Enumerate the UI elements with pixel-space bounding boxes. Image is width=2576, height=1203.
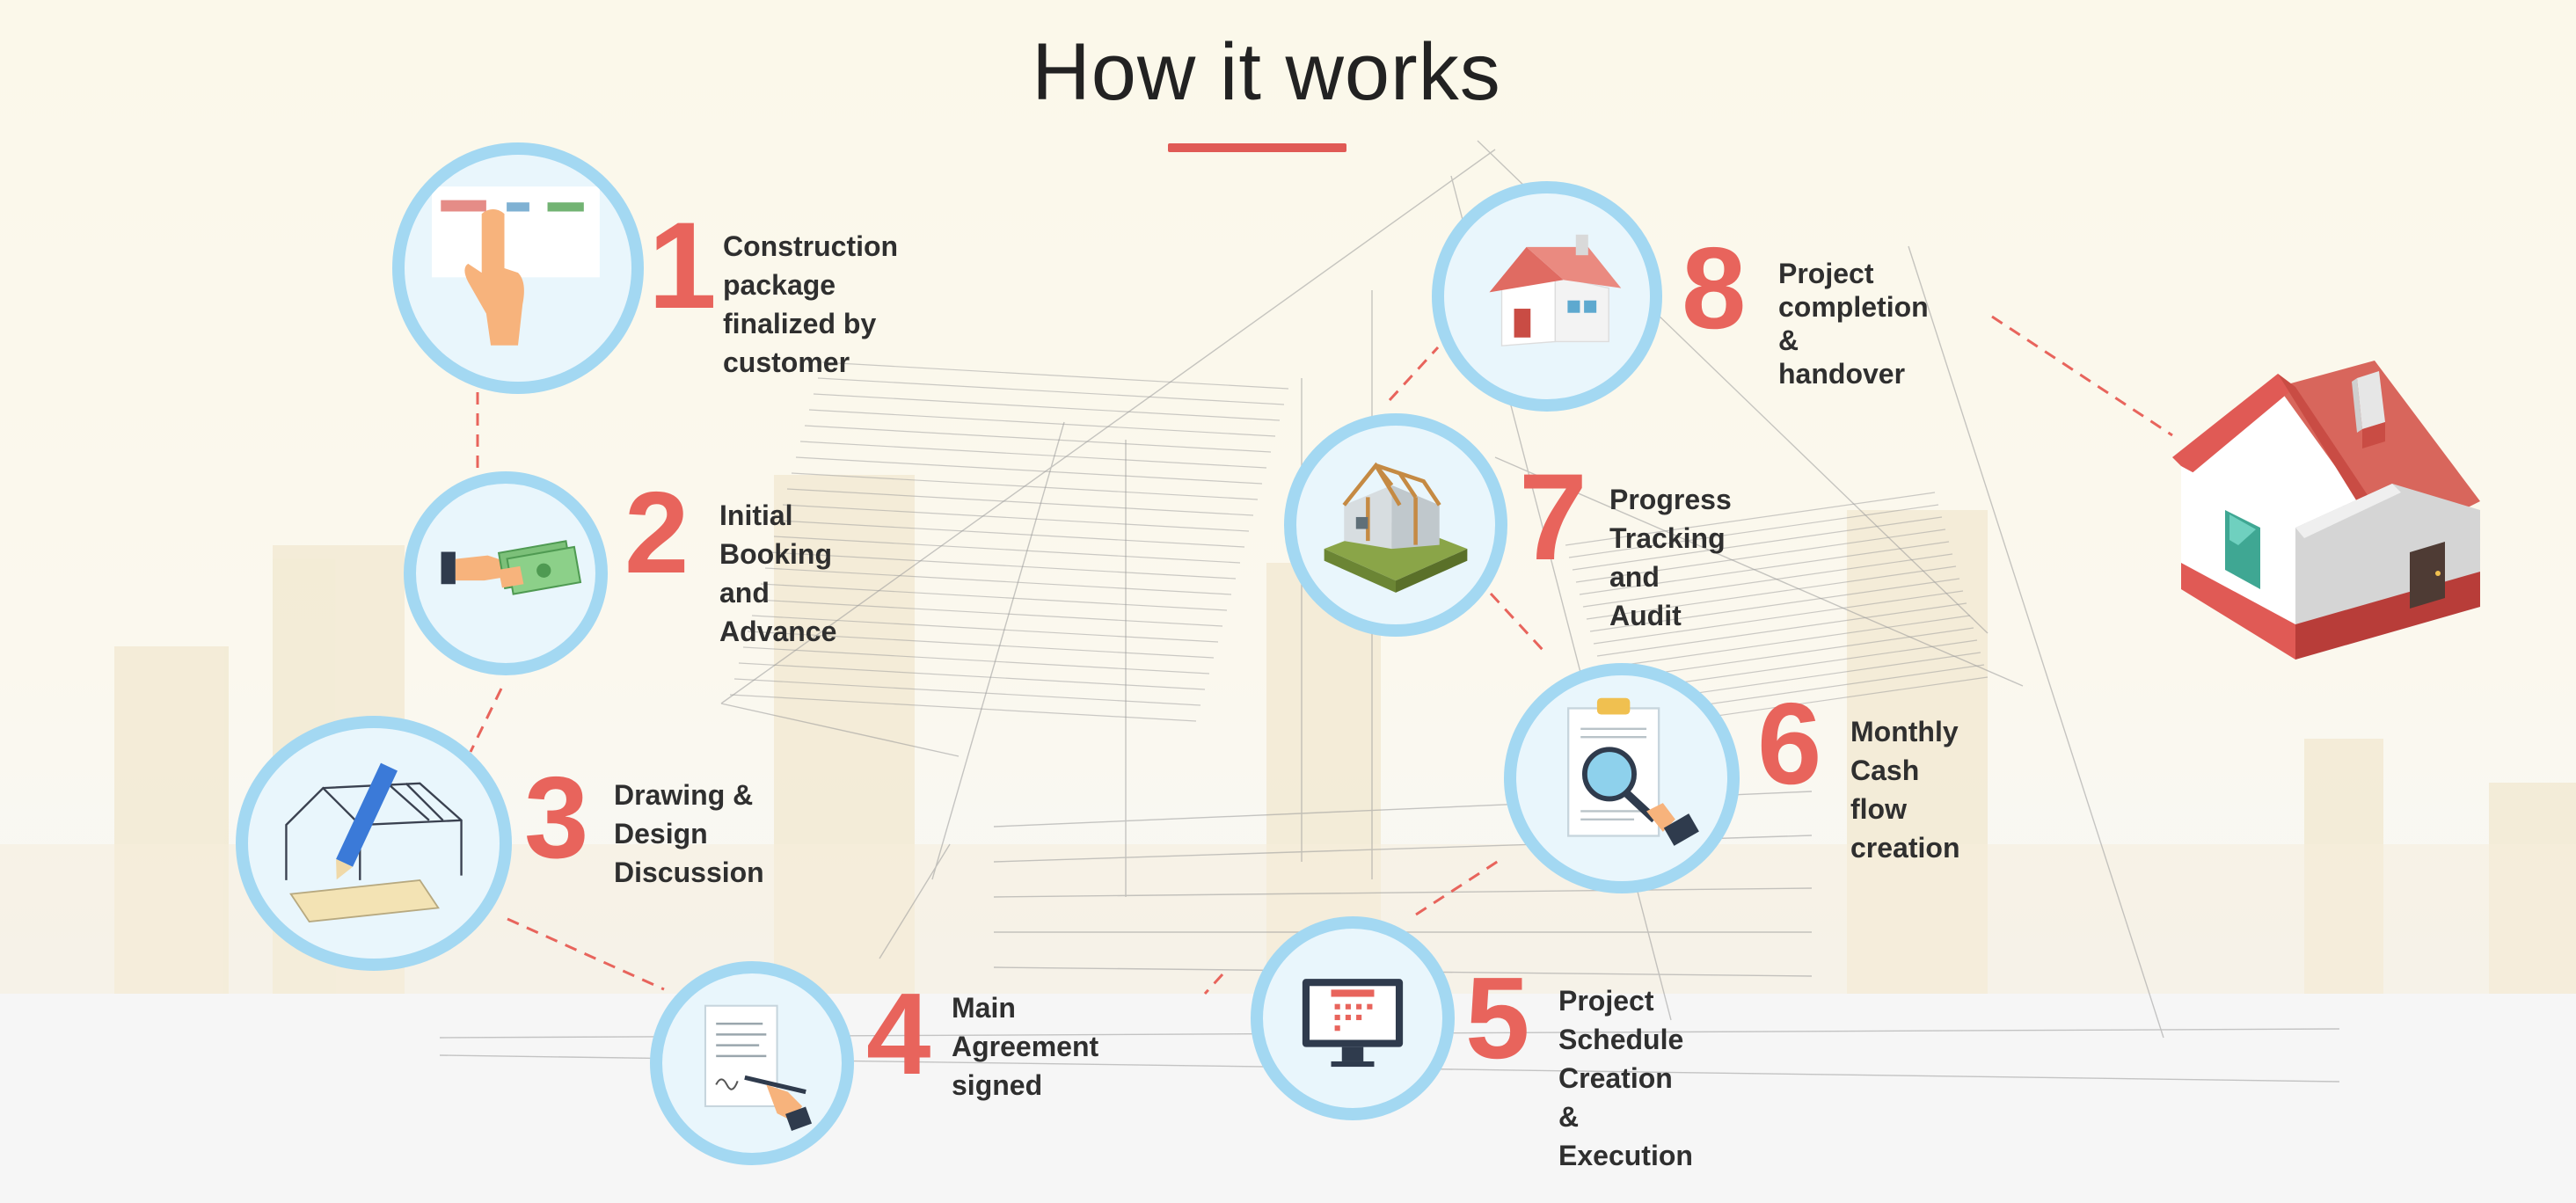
magnifier-statement-icon — [1566, 697, 1699, 846]
step-number: 2 — [624, 468, 690, 597]
page-title: How it works — [1032, 27, 1501, 117]
house-frame-icon — [1324, 462, 1468, 593]
step-6-circle — [1504, 663, 1740, 893]
monitor-calendar-icon — [1302, 979, 1404, 1068]
handshake-money-icon — [441, 540, 582, 595]
step-number: 5 — [1465, 953, 1530, 1083]
step-4-circle — [650, 961, 854, 1165]
step-label: Main Agreement signed — [952, 992, 1099, 1101]
house-illustration — [2172, 361, 2480, 660]
step-number: 3 — [524, 753, 589, 882]
step-label: Project Schedule Creation & Execution — [1558, 985, 1693, 1171]
step-number: 4 — [866, 969, 931, 1098]
pointer-hand-icon — [431, 186, 600, 346]
step-number: 7 — [1519, 448, 1587, 586]
signing-document-icon — [704, 1004, 813, 1132]
blueprint-pencil-icon — [285, 762, 463, 923]
step-number: 8 — [1682, 223, 1747, 353]
step-label: Project completion & handover — [1778, 258, 1929, 390]
step-2-circle — [404, 471, 608, 675]
step-number: 1 — [648, 196, 717, 334]
connector-lines — [469, 315, 2173, 995]
step-3-circle — [236, 716, 512, 971]
step-8-circle — [1432, 181, 1662, 412]
step-label: Progress Tracking and Audit — [1609, 484, 1732, 631]
step-7-circle — [1284, 413, 1507, 637]
step-number: 6 — [1757, 679, 1822, 808]
step-label: Construction package finalized by custom… — [723, 230, 899, 378]
step-label: Drawing & Design Discussion — [614, 779, 764, 888]
step-1-circle — [392, 142, 644, 394]
finished-house-icon — [1489, 234, 1622, 346]
step-label: Initial Booking and Advance — [719, 499, 837, 647]
step-label: Monthly Cash flow creation — [1850, 716, 1960, 864]
title-underline — [1168, 143, 1346, 152]
step-5-circle — [1251, 916, 1455, 1120]
